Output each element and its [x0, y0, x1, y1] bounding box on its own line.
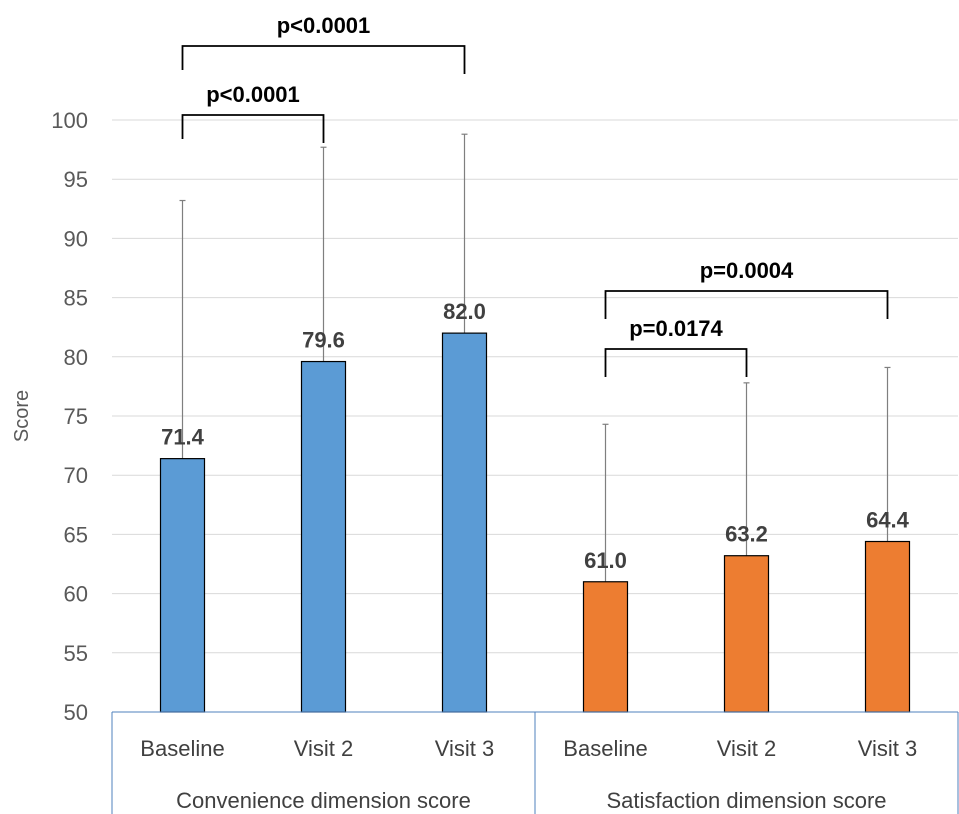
group-label: Satisfaction dimension score — [606, 788, 886, 813]
x-tick-label: Baseline — [140, 736, 224, 761]
significance-bracket — [604, 290, 889, 319]
x-axis: Baseline Visit 2 Visit 3 Convenience dimens… — [111, 711, 959, 814]
gridlines — [112, 119, 958, 654]
bars — [159, 332, 911, 713]
data-label: 82.0 — [443, 299, 486, 324]
y-tick-label: 75 — [64, 404, 88, 429]
y-tick-label: 90 — [64, 226, 88, 251]
x-tick-label: Visit 3 — [858, 736, 918, 761]
p-value-label: p<0.0001 — [206, 82, 300, 107]
y-tick-label: 85 — [64, 286, 88, 311]
y-tick-label: 100 — [51, 108, 88, 133]
y-tick-label: 80 — [64, 345, 88, 370]
data-label: 71.4 — [161, 425, 205, 450]
data-label: 64.4 — [866, 508, 910, 533]
bar — [864, 540, 911, 713]
data-label: 79.6 — [302, 328, 345, 353]
significance-bracket — [181, 45, 466, 74]
y-tick-label: 95 — [64, 167, 88, 192]
y-tick-label: 65 — [64, 522, 88, 547]
x-tick-label: Visit 2 — [717, 736, 777, 761]
y-tick-label: 50 — [64, 700, 88, 725]
y-tick-label: 55 — [64, 641, 88, 666]
bar — [300, 360, 347, 713]
data-labels: 71.4 79.6 82.0 61.0 63.2 64.4 — [161, 299, 910, 573]
bar — [159, 458, 206, 713]
significance-bracket — [181, 114, 325, 143]
error-bars — [179, 133, 891, 582]
x-tick-label: Visit 3 — [435, 736, 495, 761]
p-value-label: p=0.0174 — [629, 316, 723, 341]
y-axis-label: Score — [11, 390, 33, 442]
group-label: Convenience dimension score — [176, 788, 471, 813]
bar — [582, 581, 629, 713]
y-tick-label: 70 — [64, 463, 88, 488]
x-tick-label: Visit 2 — [294, 736, 354, 761]
y-axis: 50 55 60 65 70 75 80 85 90 95 100 — [51, 108, 88, 725]
data-label: 61.0 — [584, 548, 627, 573]
x-tick-label: Baseline — [563, 736, 647, 761]
bar — [441, 332, 488, 713]
significance-bracket — [604, 348, 748, 377]
y-tick-label: 60 — [64, 582, 88, 607]
p-value-label: p<0.0001 — [277, 13, 371, 38]
significance-brackets: p<0.0001 p<0.0001 p=0.0004 p=0.0174 — [181, 13, 889, 377]
p-value-label: p=0.0004 — [700, 258, 794, 283]
bar — [723, 555, 770, 713]
data-label: 63.2 — [725, 522, 768, 547]
